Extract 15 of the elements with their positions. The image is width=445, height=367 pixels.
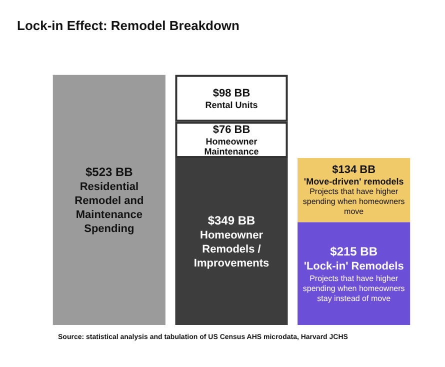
- data-label: $134 BB: [332, 164, 376, 176]
- series-label: 'Move-driven' remodels: [304, 176, 404, 187]
- series-label: Residential Remodel and Maintenance Spending: [74, 180, 144, 235]
- series-label: 'Lock-in' Remodels: [304, 260, 404, 273]
- data-label: $215 BB: [330, 244, 378, 259]
- series-label: Homeowner Remodels / Improvements: [194, 230, 270, 270]
- annotation: Projects that have higher spending when homeowners stay instead of move: [302, 274, 405, 304]
- data-label: $98 BB: [212, 87, 250, 100]
- data-label: $523 BB: [85, 164, 134, 179]
- chart-title: Lock-in Effect: Remodel Breakdown: [17, 18, 240, 33]
- annotation: Projects that have higher spending when homeowners move: [302, 187, 405, 216]
- data-label: $76 BB: [212, 124, 250, 136]
- series-label: Rental Units: [205, 100, 258, 110]
- data-label: $349 BB: [208, 214, 256, 228]
- series-label: Homeowner Maintenance: [204, 136, 259, 156]
